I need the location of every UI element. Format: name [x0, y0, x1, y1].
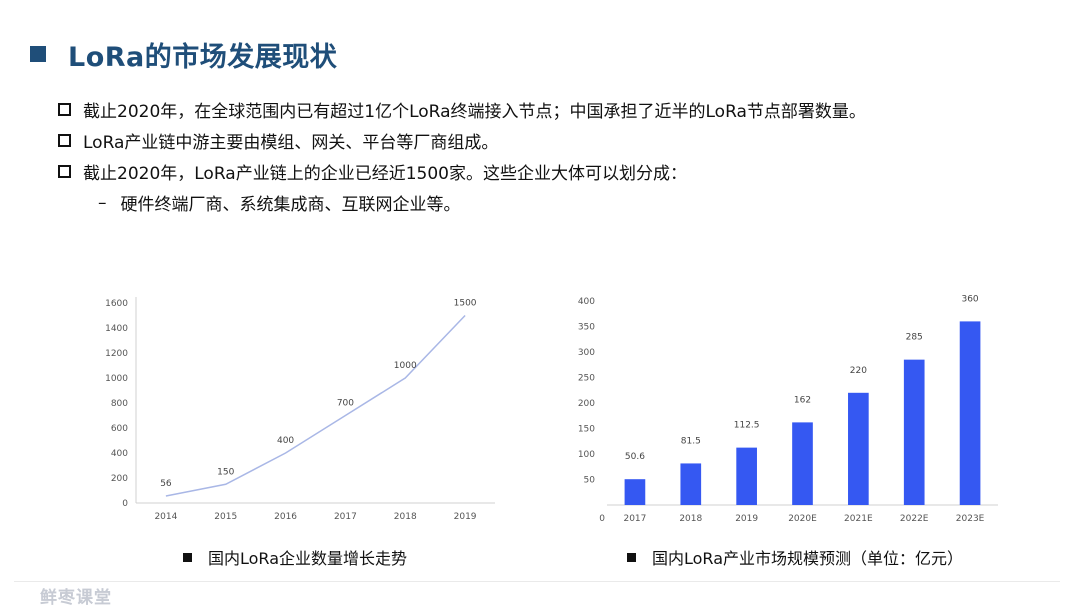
checkbox-bullet-icon	[58, 103, 71, 116]
y-tick-label: 1600	[105, 299, 128, 309]
data-label: 400	[277, 436, 294, 446]
y-tick-label: 1000	[105, 374, 128, 384]
bullet-item: 截止2020年，LoRa产业链上的企业已经近1500家。这些企业大体可以划分成：	[58, 156, 1068, 187]
sub-bullet-text: 硬件终端厂商、系统集成商、互联网企业等。	[120, 195, 461, 215]
bullet-text: 截止2020年，LoRa产业链上的企业已经近1500家。这些企业大体可以划分成：	[83, 164, 687, 184]
data-label: 150	[217, 467, 234, 477]
title-square-icon	[30, 46, 46, 62]
bullet-text: 截止2020年，在全球范围内已有超过1亿个LoRa终端接入节点；中国承担了近半的…	[83, 102, 866, 122]
series-line	[165, 314, 466, 497]
data-label: 162	[794, 395, 811, 405]
y-tick-label: 600	[111, 424, 128, 434]
caption-text: 国内LoRa产业市场规模预测（单位：亿元）	[652, 549, 963, 568]
data-label: 360	[961, 294, 978, 304]
x-tick-label: 2015	[214, 512, 237, 522]
checkbox-bullet-icon	[58, 134, 71, 147]
y-tick-label: 400	[111, 449, 128, 459]
x-tick-label: 2023E	[956, 514, 985, 524]
x-tick-label: 2017	[334, 512, 357, 522]
line-chart-caption: 国内LoRa企业数量增长走势	[183, 545, 407, 569]
bullet-item: 截止2020年，在全球范围内已有超过1亿个LoRa终端接入节点；中国承担了近半的…	[58, 94, 1068, 125]
y-tick-label: 200	[111, 474, 128, 484]
market-size-bar-chart: 0 50 100 150 200 250 300 350 400 2017 2018 2019 2020…	[578, 294, 998, 524]
caption-square-icon	[183, 552, 192, 562]
x-tick-label: 2019	[454, 512, 477, 522]
data-label: 285	[906, 333, 923, 343]
y-tick-label: 250	[578, 374, 595, 384]
y-tick-label: 1400	[105, 324, 128, 334]
x-tick-label: 2021E	[844, 514, 873, 524]
title-text: LoRa的市场发展现状	[68, 41, 338, 73]
bar	[792, 422, 813, 505]
bullet-text: LoRa产业链中游主要由模组、网关、平台等厂商组成。	[83, 133, 499, 153]
x-tick-label: 2022E	[900, 514, 929, 524]
y-tick-label: 0	[122, 499, 128, 509]
data-label: 81.5	[681, 436, 701, 446]
watermark-logo: 鲜枣课堂	[40, 588, 112, 608]
data-label: 112.5	[734, 421, 760, 431]
y-tick-label: 350	[578, 323, 595, 333]
x-tick-label: 2020E	[788, 514, 817, 524]
bar	[959, 321, 981, 505]
caption-text: 国内LoRa企业数量增长走势	[208, 549, 407, 568]
bar	[736, 447, 757, 505]
checkbox-bullet-icon	[58, 165, 71, 178]
enterprise-count-line-chart: 0 200 400 600 800 1000 1200 1400 1600 2014 2015 201…	[105, 297, 495, 522]
y-tick-label: 100	[578, 450, 595, 460]
x-tick-label: 2017	[623, 514, 646, 524]
x-tick-label: 2014	[154, 512, 177, 522]
bar	[680, 463, 702, 505]
data-label: 50.6	[625, 452, 645, 462]
x-tick-label: 2019	[735, 514, 758, 524]
data-label: 220	[850, 366, 867, 376]
y-tick-label: 0	[599, 514, 605, 524]
data-label: 56	[160, 479, 172, 489]
slide-title: LoRa的市场发展现状	[30, 34, 337, 74]
data-label: 1500	[454, 299, 477, 309]
caption-square-icon	[627, 552, 636, 562]
y-tick-label: 800	[111, 399, 128, 409]
bullet-list: 截止2020年，在全球范围内已有超过1亿个LoRa终端接入节点；中国承担了近半的…	[58, 94, 1068, 218]
bar	[903, 359, 925, 505]
footer-divider	[14, 581, 1060, 582]
y-tick-label: 200	[578, 399, 595, 409]
bullet-item: LoRa产业链中游主要由模组、网关、平台等厂商组成。	[58, 125, 1068, 156]
data-label: 1000	[394, 361, 417, 371]
y-tick-label: 1200	[105, 349, 128, 359]
y-tick-label: 50	[584, 476, 596, 486]
x-tick-label: 2018	[394, 512, 417, 522]
x-tick-label: 2016	[274, 512, 297, 522]
y-tick-label: 150	[578, 425, 595, 435]
bar-chart-caption: 国内LoRa产业市场规模预测（单位：亿元）	[627, 545, 963, 569]
data-label: 700	[337, 399, 354, 409]
y-tick-label: 400	[578, 297, 595, 307]
sub-bullet-item: – 硬件终端厂商、系统集成商、互联网企业等。	[58, 187, 1068, 218]
x-tick-label: 2018	[679, 514, 702, 524]
y-tick-label: 300	[578, 348, 595, 358]
bar	[624, 479, 646, 505]
dash-bullet-icon: –	[98, 192, 107, 213]
bar	[848, 392, 869, 505]
